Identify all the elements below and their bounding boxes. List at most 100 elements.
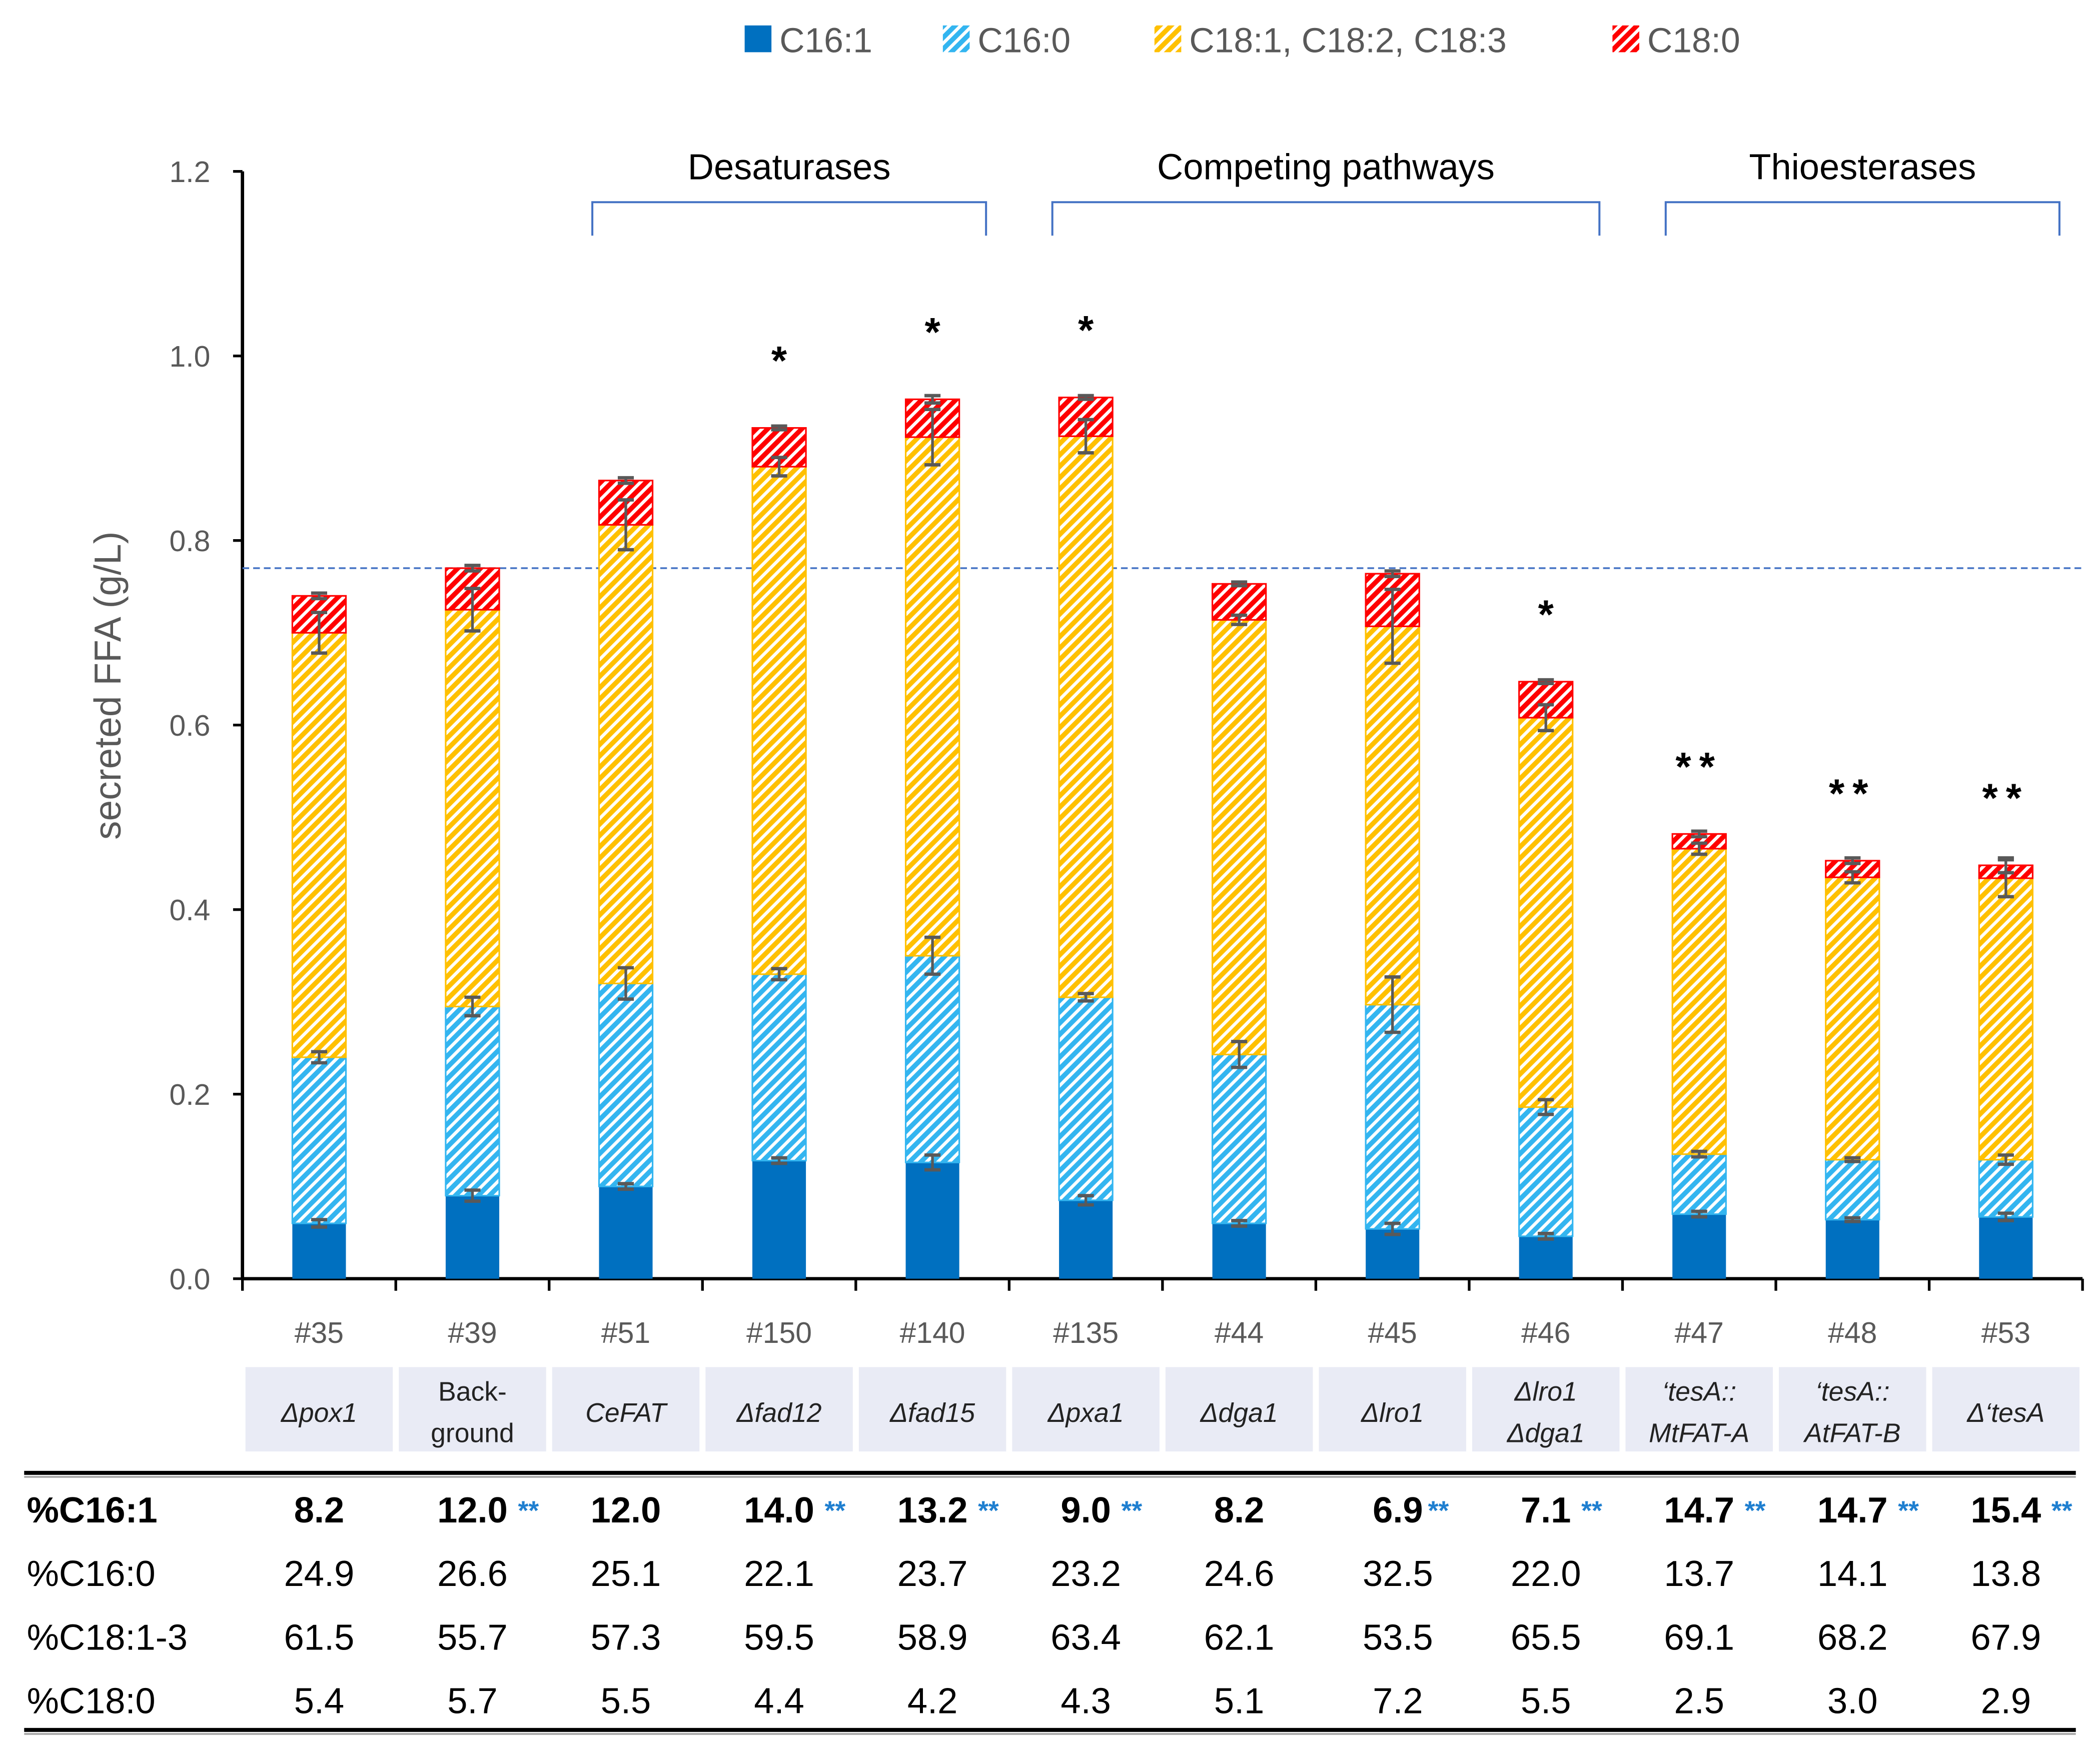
table-cell: 8.2 xyxy=(1214,1490,1264,1530)
y-axis-title: secreted FFA (g/L) xyxy=(87,531,129,840)
x-tick-label: #45 xyxy=(1368,1317,1417,1349)
group-brackets: Desaturases Competing pathways Thioesteras… xyxy=(591,148,2060,236)
significance-marker-table: ** xyxy=(978,1496,999,1526)
table-cell: 5.1 xyxy=(1214,1681,1264,1721)
bar-segment-c16_1 xyxy=(445,1195,500,1279)
bar-segment-c18_1_3 xyxy=(904,436,960,957)
significance-marker-table: ** xyxy=(1898,1496,1919,1526)
group-bracket xyxy=(1664,201,2060,236)
bar-segment-c16_0 xyxy=(1211,1053,1267,1224)
bar-segment-c16_0 xyxy=(1978,1159,2033,1218)
x-tick-label: #135 xyxy=(1053,1317,1119,1349)
y-tick-label: 0.8 xyxy=(170,525,211,558)
bar-segment-c16_0 xyxy=(598,982,654,1187)
table-cell: 12.0 xyxy=(437,1490,508,1530)
bar-segment-c18_1_3 xyxy=(1671,848,1727,1155)
table-cell: 13.7 xyxy=(1664,1554,1734,1594)
strain-label: MtFAT-A xyxy=(1649,1418,1749,1448)
bar-segment-c18_1_3 xyxy=(1978,877,2033,1161)
group-label: Desaturases xyxy=(688,148,891,188)
significance-marker-table: ** xyxy=(518,1496,539,1526)
legend-label: C16:1 xyxy=(779,21,872,60)
bar-segment-c18_1_3 xyxy=(751,466,807,975)
table-row-label: %C16:0 xyxy=(27,1554,156,1594)
group-bracket xyxy=(591,201,987,236)
significance-marker: ** xyxy=(1675,744,1723,789)
table-cell: 12.0 xyxy=(591,1490,661,1530)
bar-stack: ** xyxy=(1671,744,1727,1279)
table-cell: 32.5 xyxy=(1363,1554,1433,1594)
strain-label: ground xyxy=(431,1418,514,1448)
table-cell: 68.2 xyxy=(1817,1617,1888,1657)
x-tick-label: #44 xyxy=(1215,1317,1264,1349)
strain-label: Δpxa1 xyxy=(1047,1398,1124,1428)
table-cell: 23.7 xyxy=(897,1554,968,1594)
strain-label-box xyxy=(1319,1367,1466,1452)
table-cell: 6.9 xyxy=(1373,1490,1423,1530)
table-cell: 63.4 xyxy=(1051,1617,1121,1657)
group-bracket xyxy=(1051,201,1601,236)
table-cell: 7.1 xyxy=(1521,1490,1571,1530)
bar-segment-c18_1_3 xyxy=(1211,619,1267,1055)
bar-segment-c16_0 xyxy=(445,1005,500,1197)
table-cell: 14.7 xyxy=(1664,1490,1734,1530)
bar-stack xyxy=(1211,580,1267,1279)
bar-segment-c16_1 xyxy=(1212,1223,1266,1279)
bar-segment-c16_0 xyxy=(1671,1153,1727,1215)
legend-swatch-c16_1 xyxy=(744,25,772,53)
bar-stack xyxy=(598,476,654,1279)
bar-segment-c16_1 xyxy=(905,1162,959,1279)
strain-label-box xyxy=(245,1367,393,1452)
bar-stack: ** xyxy=(1825,771,1880,1279)
strain-label-box xyxy=(1932,1367,2080,1452)
composition-table: %C16:1 8.2 12.0 ** 12.0 14.0 ** 13.2 ** 9.0 ** 8.2 6… xyxy=(24,1470,2076,1735)
strain-label-box xyxy=(1625,1367,1773,1452)
table-cell: 24.9 xyxy=(284,1554,355,1594)
bar-stack: ** xyxy=(1978,776,2033,1279)
chart-legend: C16:1 C16:0 C18:1, C18:2, C18:3 C18:0 xyxy=(744,21,1740,60)
table-cell: 69.1 xyxy=(1664,1617,1734,1657)
table-cell: 5.5 xyxy=(1521,1681,1571,1721)
table-row-label: %C18:1-3 xyxy=(27,1617,188,1657)
table-cell: 58.9 xyxy=(897,1617,968,1657)
table-cell: 13.2 xyxy=(897,1490,968,1530)
y-tick-label: 0.4 xyxy=(170,894,211,927)
table-cell: 22.1 xyxy=(744,1554,814,1594)
bar-segment-c16_1 xyxy=(1979,1217,2033,1279)
bar-stack: * xyxy=(1518,592,1574,1279)
table-cell: 2.5 xyxy=(1674,1681,1724,1721)
bar-stack xyxy=(1365,569,1420,1279)
legend-label: C18:0 xyxy=(1647,21,1740,60)
significance-marker-table: ** xyxy=(1122,1496,1143,1526)
y-tick-label: 0.2 xyxy=(170,1079,211,1111)
x-tick-label: #46 xyxy=(1521,1317,1570,1349)
table-cell: 5.5 xyxy=(601,1681,651,1721)
legend-label: C16:0 xyxy=(977,21,1071,60)
table-cell: 14.1 xyxy=(1817,1554,1888,1594)
strain-label-box xyxy=(552,1367,700,1452)
strain-label-box xyxy=(858,1367,1006,1452)
significance-marker: * xyxy=(1538,592,1554,637)
strain-label: Δlro1 xyxy=(1514,1377,1577,1406)
legend-swatch-c18_0 xyxy=(1612,25,1639,53)
x-tick-label: #150 xyxy=(746,1317,812,1349)
table-cell: 4.2 xyxy=(907,1681,957,1721)
y-tick-label: 0.6 xyxy=(170,710,211,742)
bar-segment-c18_1_3 xyxy=(1058,435,1114,998)
bars: ** ****** ** xyxy=(291,308,2033,1279)
bar-segment-c16_0 xyxy=(751,973,807,1162)
table-row-label: %C18:0 xyxy=(27,1681,156,1721)
x-tick-label: #39 xyxy=(448,1317,497,1349)
strain-label: Δlro1 xyxy=(1360,1398,1424,1428)
bar-segment-c16_0 xyxy=(1518,1106,1574,1237)
group-label: Thioesterases xyxy=(1749,148,1976,188)
table-cell: 23.2 xyxy=(1051,1554,1121,1594)
table-cell: 26.6 xyxy=(437,1554,508,1594)
strain-label: Δ‘tesA xyxy=(1966,1398,2044,1428)
y-tick-label: 1.2 xyxy=(170,156,211,189)
bar-segment-c16_0 xyxy=(1058,996,1114,1201)
bar-segment-c16_1 xyxy=(1519,1236,1573,1279)
table-cell: 55.7 xyxy=(437,1617,508,1657)
strain-label-box xyxy=(1779,1367,1926,1452)
